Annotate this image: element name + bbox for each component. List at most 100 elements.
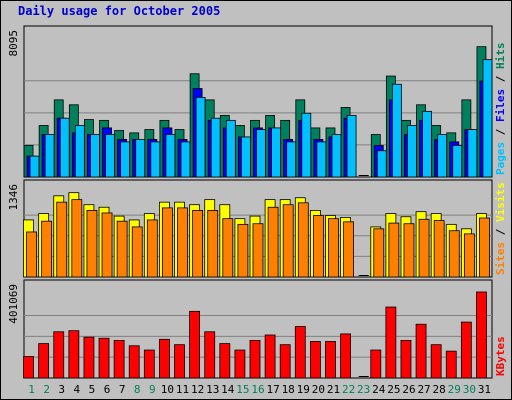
- bar-pages-day-25: [391, 83, 402, 178]
- bar-pages-day-9: [150, 141, 161, 178]
- bar-kbytes-day-21: [325, 341, 336, 379]
- bar-sites-day-7: [116, 220, 128, 278]
- bar-sites-day-12: [192, 210, 204, 278]
- legend-separator: /: [494, 222, 507, 242]
- bar-pages-day-24: [376, 150, 387, 178]
- bar-pages-day-17: [271, 127, 281, 178]
- bar-pages-day-6: [105, 134, 115, 178]
- bar-sites-day-3: [56, 201, 68, 278]
- bar-pages-day-22: [346, 115, 357, 178]
- x-tick-label-day-9: 9: [149, 383, 156, 396]
- bar-sites-day-14: [222, 218, 234, 278]
- bar-kbytes-day-16: [249, 339, 261, 379]
- legend-files: Files: [494, 89, 507, 122]
- x-tick-label-day-20: 20: [312, 383, 325, 396]
- bar-sites-day-8: [131, 226, 143, 278]
- bar-sites-day-20: [312, 215, 324, 278]
- x-tick-label-day-31: 31: [478, 383, 491, 396]
- bar-zero: [358, 376, 369, 377]
- bar-kbytes-day-14: [219, 343, 231, 379]
- bar-sites-day-13: [207, 210, 219, 278]
- bar-kbytes-day-7: [113, 339, 125, 379]
- x-tick-label-day-18: 18: [282, 383, 295, 396]
- bar-zero: [358, 175, 369, 176]
- bar-pages-day-26: [407, 125, 417, 178]
- bar-kbytes-day-22: [340, 333, 351, 379]
- bar-kbytes-day-27: [415, 323, 427, 379]
- legend-hits: Hits: [494, 43, 507, 70]
- bar-zero: [358, 275, 369, 276]
- bar-sites-day-27: [418, 218, 430, 278]
- bar-sites-day-11: [177, 207, 188, 278]
- bar-sites-day-16: [252, 223, 264, 278]
- bar-pages-day-8: [135, 139, 146, 178]
- bar-kbytes-day-4: [68, 330, 80, 379]
- bar-sites-day-1: [26, 231, 37, 278]
- bar-sites-day-30: [463, 233, 475, 278]
- legend-visits: Visits: [494, 182, 507, 222]
- legend-pages: Pages: [494, 142, 507, 175]
- bar-sites-day-24: [373, 228, 385, 278]
- x-tick-label-day-17: 17: [266, 383, 279, 396]
- bar-pages-day-11: [180, 141, 191, 178]
- x-tick-label-day-1: 1: [28, 383, 35, 396]
- x-tick-label-day-3: 3: [58, 383, 65, 396]
- bar-sites-day-26: [403, 223, 415, 278]
- panel-visits-sites: 1346 Sites / Visits: [7, 179, 507, 278]
- bar-kbytes-day-29: [445, 350, 457, 379]
- legend-sites: Sites: [494, 242, 507, 275]
- bar-pages-day-29: [452, 145, 463, 178]
- bar-sites-day-6: [101, 212, 113, 278]
- x-tick-label-day-26: 26: [402, 383, 415, 396]
- bar-pages-day-10: [165, 134, 176, 178]
- bar-pages-day-31: [482, 59, 493, 178]
- bar-pages-day-5: [90, 134, 100, 178]
- x-tick-label-day-8: 8: [134, 383, 141, 396]
- bar-sites-day-21: [328, 218, 339, 278]
- x-tick-label-day-22: 22: [342, 383, 355, 396]
- bar-kbytes-day-26: [400, 339, 412, 379]
- x-tick-label-day-19: 19: [297, 383, 310, 396]
- bar-sites-day-18: [282, 204, 294, 278]
- panel-kbytes: 401069 KBytes: [7, 279, 507, 379]
- bar-kbytes-day-11: [174, 344, 185, 379]
- bar-pages-day-7: [120, 141, 131, 178]
- bar-pages-day-4: [74, 125, 85, 178]
- panel-hits-files-pages: 8095 Pages / Files / Hits: [7, 25, 507, 178]
- bar-sites-day-9: [146, 219, 158, 278]
- bar-pages-day-27: [422, 110, 432, 178]
- bar-sites-day-4: [71, 199, 83, 278]
- bar-kbytes-day-30: [460, 321, 472, 379]
- bar-pages-day-30: [467, 129, 478, 178]
- x-tick-label-day-29: 29: [448, 383, 461, 396]
- panel-legend: Sites / Visits: [494, 182, 507, 275]
- x-tick-label-day-2: 2: [43, 383, 50, 396]
- panel-legend: Pages / Files / Hits: [494, 43, 507, 176]
- x-tick-label-day-15: 15: [236, 383, 249, 396]
- x-tick-label-day-16: 16: [251, 383, 264, 396]
- legend-separator: /: [494, 122, 507, 142]
- x-tick-label-day-28: 28: [433, 383, 446, 396]
- bar-sites-day-15: [237, 223, 249, 278]
- x-tick-label-day-7: 7: [119, 383, 126, 396]
- bar-kbytes-day-9: [143, 349, 155, 379]
- x-tick-label-day-23: 23: [357, 383, 370, 396]
- bar-pages-day-20: [316, 141, 327, 178]
- x-tick-label-day-25: 25: [387, 383, 400, 396]
- bar-sites-day-31: [479, 217, 490, 278]
- x-axis-labels: 1 2 3 4 5 6 7 8 9 10 11 12 13 14 15 16 17 18 19 20 21 22 23 24 2…: [28, 383, 491, 396]
- x-tick-label-day-13: 13: [206, 383, 219, 396]
- chart-panels: 8095 Pages / Files / Hits 1346 Sites / Visi…: [7, 25, 507, 379]
- bar-kbytes-day-31: [476, 291, 487, 379]
- bar-kbytes-day-8: [128, 345, 140, 379]
- x-tick-label-day-14: 14: [221, 383, 235, 396]
- bar-sites-day-29: [448, 230, 460, 278]
- bar-kbytes-day-15: [234, 349, 246, 379]
- bar-sites-day-28: [433, 220, 445, 278]
- x-tick-label-day-6: 6: [104, 383, 111, 396]
- bar-sites-day-2: [41, 220, 53, 278]
- y-max-label: 8095: [7, 30, 20, 57]
- bar-sites-day-19: [297, 202, 309, 278]
- y-max-label: 401069: [7, 284, 20, 324]
